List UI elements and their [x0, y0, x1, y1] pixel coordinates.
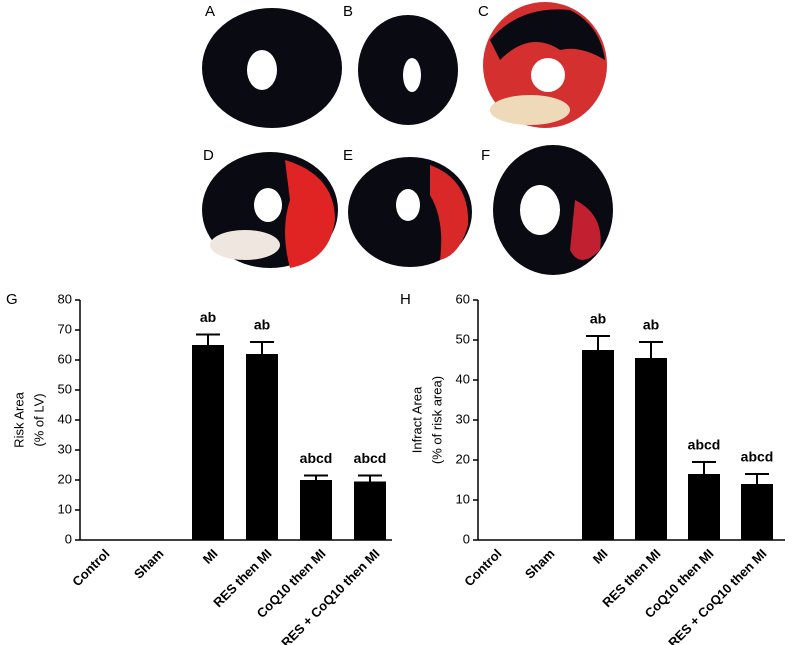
- y-tick-label: 60: [456, 291, 470, 306]
- significance-label: ab: [200, 309, 216, 325]
- y-axis-label: (% of risk area): [429, 376, 444, 464]
- x-tick-label: Control: [69, 546, 112, 589]
- significance-label: ab: [254, 317, 270, 333]
- y-tick-label: 70: [58, 321, 72, 336]
- y-tick-label: 40: [58, 411, 72, 426]
- bar: [582, 350, 614, 540]
- y-tick-label: 60: [58, 351, 72, 366]
- panel-label: F: [481, 147, 490, 164]
- y-tick-label: 10: [456, 491, 470, 506]
- slice-a: [202, 8, 342, 128]
- y-tick-label: 0: [65, 531, 72, 546]
- x-tick-label: Sham: [522, 546, 558, 582]
- x-tick-label: MI: [200, 546, 221, 567]
- significance-label: abcd: [300, 450, 333, 466]
- significance-label: ab: [643, 317, 659, 333]
- significance-label: abcd: [688, 437, 721, 453]
- bar: [741, 484, 773, 540]
- y-tick-label: 30: [58, 441, 72, 456]
- bar: [246, 354, 278, 540]
- panel-label: G: [6, 291, 18, 308]
- y-tick-label: 10: [58, 501, 72, 516]
- x-tick-label: RES + CoQ10 then MI: [278, 546, 382, 645]
- y-tick-label: 20: [456, 451, 470, 466]
- bar: [300, 480, 332, 540]
- x-tick-label: RES + CoQ10 then MI: [665, 546, 769, 645]
- slice-d: [202, 152, 338, 268]
- significance-label: abcd: [354, 450, 387, 466]
- significance-label: ab: [590, 311, 606, 327]
- y-tick-label: 20: [58, 471, 72, 486]
- y-tick-label: 50: [456, 331, 470, 346]
- panel-label: A: [205, 3, 215, 20]
- y-tick-label: 0: [463, 531, 470, 546]
- panel-label: B: [343, 3, 353, 20]
- y-tick-label: 80: [58, 291, 72, 306]
- panel-label: H: [400, 291, 411, 308]
- panel-label: D: [203, 147, 214, 164]
- x-tick-label: MI: [590, 546, 611, 567]
- panel-label: E: [343, 147, 353, 164]
- y-tick-label: 50: [58, 381, 72, 396]
- bar: [354, 481, 386, 540]
- bar: [688, 474, 720, 540]
- slice-e: [348, 157, 472, 267]
- y-axis-label: (% of LV): [31, 393, 46, 446]
- y-tick-label: 30: [456, 411, 470, 426]
- x-tick-label: Sham: [131, 546, 167, 582]
- y-axis-label: Risk Area: [11, 391, 26, 447]
- y-axis-label: Infract Area: [409, 386, 424, 453]
- y-tick-label: 40: [456, 371, 470, 386]
- slice-b: [358, 15, 458, 125]
- slice-f: [493, 145, 613, 275]
- bar: [192, 345, 224, 540]
- bar: [635, 358, 667, 540]
- x-tick-label: Control: [461, 546, 504, 589]
- panel-label: C: [478, 3, 489, 20]
- significance-label: abcd: [741, 449, 774, 465]
- slice-c: [483, 2, 607, 128]
